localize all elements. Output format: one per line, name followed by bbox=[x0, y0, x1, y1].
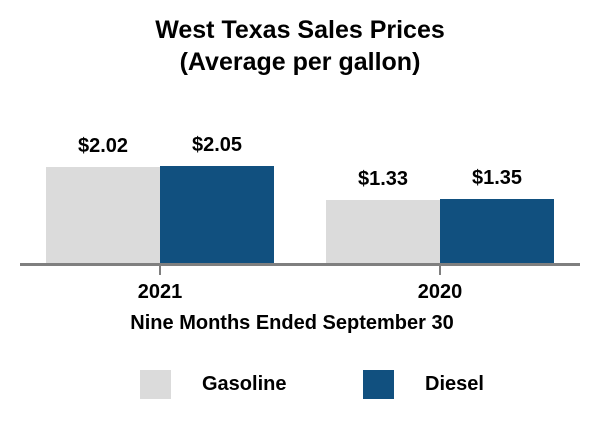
data-label-2021-gasoline: $2.02 bbox=[77, 135, 129, 157]
data-label-2020-gasoline: $1.33 bbox=[357, 168, 409, 190]
bar-2021-gasoline bbox=[46, 167, 160, 263]
legend-item-gasoline: Gasoline bbox=[140, 370, 286, 399]
bar-2020-gasoline bbox=[326, 200, 440, 263]
x-axis-tick-2021 bbox=[159, 266, 161, 275]
bar-2021-diesel bbox=[160, 166, 274, 263]
legend-swatch-diesel bbox=[363, 370, 394, 399]
legend-label-gasoline: Gasoline bbox=[202, 373, 287, 395]
legend: Gasoline Diesel bbox=[0, 370, 600, 404]
bar-2020-diesel bbox=[440, 199, 554, 263]
data-label-2021-diesel: $2.05 bbox=[191, 134, 243, 156]
chart-title: West Texas Sales Prices (Average per gal… bbox=[0, 14, 600, 78]
x-axis-label-2021: 2021 bbox=[137, 281, 183, 303]
data-label-2020-diesel: $1.35 bbox=[471, 167, 523, 189]
x-axis-label-2020: 2020 bbox=[417, 281, 463, 303]
x-axis-caption: Nine Months Ended September 30 bbox=[130, 312, 454, 334]
legend-item-diesel: Diesel bbox=[363, 370, 484, 399]
x-axis-line bbox=[20, 263, 580, 266]
legend-swatch-gasoline bbox=[140, 370, 171, 399]
chart-title-line2: (Average per gallon) bbox=[179, 48, 421, 76]
x-axis-tick-2020 bbox=[439, 266, 441, 275]
chart-title-line1: West Texas Sales Prices bbox=[155, 16, 445, 44]
legend-label-diesel: Diesel bbox=[425, 373, 484, 395]
